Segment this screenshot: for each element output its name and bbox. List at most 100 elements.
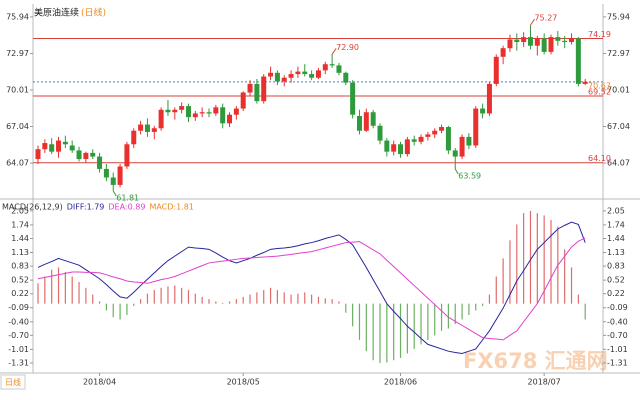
candle-body — [322, 64, 328, 71]
level-label: 74.19 — [588, 30, 611, 39]
y-tick-label-right: 67.04 — [607, 122, 630, 131]
candle-body — [473, 108, 479, 146]
candle-body — [83, 152, 89, 160]
candle-body — [35, 149, 41, 160]
candle-body — [199, 112, 205, 114]
candle-body — [500, 48, 506, 57]
high-marker — [331, 48, 337, 55]
candle-body — [151, 128, 157, 132]
candle-body — [432, 130, 438, 135]
candle-body — [227, 114, 233, 124]
candle-body — [575, 38, 581, 84]
y-tick-label-right: 72.97 — [607, 49, 630, 58]
candle-body — [343, 72, 349, 83]
y-tick-label: 1.44 — [11, 234, 29, 243]
y-tick-label: 72.97 — [6, 49, 29, 58]
candle-body — [117, 166, 123, 185]
y-tick-label-right: 1.74 — [607, 220, 625, 229]
legend-entry: DEA:0.89 — [108, 203, 145, 212]
watermark: FX678 汇通网 — [463, 349, 608, 373]
candle-body — [124, 144, 130, 167]
y-tick-label: 70.01 — [6, 85, 29, 94]
candle-body — [309, 74, 315, 78]
y-tick-label-right: 0.22 — [607, 289, 625, 298]
high-label: 72.90 — [336, 43, 359, 52]
candle-body — [418, 136, 424, 142]
y-tick-label-right: 2.05 — [607, 206, 625, 215]
candle-body — [329, 64, 335, 66]
candle-body — [541, 38, 547, 52]
candle-body — [295, 71, 301, 75]
candle-body — [131, 130, 137, 145]
chart-title: 美原油连续 — [34, 7, 79, 19]
y-tick-label-right: -0.70 — [607, 331, 628, 340]
period-button-label[interactable]: 日线 — [5, 377, 21, 387]
candle-body — [350, 82, 356, 115]
candle-body — [165, 109, 171, 113]
candle-body — [62, 141, 68, 145]
candle-body — [363, 112, 369, 131]
candle-body — [90, 152, 96, 157]
candle-body — [76, 150, 82, 160]
y-tick-label-right: 0.83 — [607, 262, 625, 271]
candle-body — [103, 168, 109, 178]
y-tick-label-right: -0.40 — [607, 317, 628, 326]
candle-body — [69, 145, 75, 151]
candle-body — [445, 127, 451, 151]
candle-body — [336, 65, 342, 73]
y-tick-label-right: 75.94 — [607, 12, 630, 21]
y-tick-label: -0.40 — [8, 317, 29, 326]
y-tick-label: 0.83 — [11, 262, 29, 271]
candle-body — [247, 83, 253, 93]
candle-body — [521, 37, 527, 43]
candle-body — [158, 109, 164, 129]
candle-body — [261, 76, 267, 102]
candle-body — [555, 37, 561, 41]
candle-body — [411, 139, 417, 142]
legend-entry: DIFF:1.79 — [67, 203, 105, 212]
y-tick-label: 67.04 — [6, 122, 29, 131]
candle-body — [240, 92, 246, 109]
candle-body — [254, 83, 260, 102]
y-tick-label: -1.31 — [8, 358, 29, 367]
y-tick-label-right: 1.13 — [607, 248, 625, 257]
candle-body — [268, 72, 274, 77]
candle-body — [398, 144, 404, 155]
y-tick-label-right: 1.44 — [607, 234, 625, 243]
level-label: 69.52 — [588, 87, 611, 96]
candle-body — [233, 108, 239, 115]
candle-body — [384, 140, 390, 152]
period-button[interactable] — [0, 374, 26, 390]
candle-body — [144, 124, 150, 132]
candle-body — [534, 38, 540, 46]
y-tick-label-right: -1.31 — [607, 358, 628, 367]
candle-body — [439, 127, 445, 131]
legend-entry: MACD:1.81 — [149, 203, 194, 212]
y-tick-label: 1.74 — [11, 220, 29, 229]
x-tick-label: 2018/07 — [528, 378, 561, 387]
high-label: 75.27 — [534, 14, 557, 23]
candle-body — [281, 77, 287, 82]
candle-body — [185, 106, 191, 118]
y-tick-label: -0.70 — [8, 331, 29, 340]
y-tick-label-right: 0.52 — [607, 276, 625, 285]
candle-body — [391, 144, 397, 152]
y-tick-label: 0.52 — [11, 276, 29, 285]
y-tick-label: 1.13 — [11, 248, 29, 257]
y-tick-label: 64.07 — [6, 159, 29, 168]
y-tick-label: 0.22 — [11, 289, 29, 298]
indicator-line — [37, 237, 586, 341]
candle-body — [527, 37, 533, 46]
candle-body — [172, 109, 178, 113]
candle-body — [206, 112, 212, 114]
candle-body — [582, 81, 588, 84]
candle-body — [569, 38, 575, 43]
y-tick-label: 75.94 — [6, 12, 29, 21]
candle-body — [138, 124, 144, 131]
candle-body — [452, 150, 458, 157]
candle-body — [459, 136, 465, 157]
candle-body — [377, 125, 383, 141]
candle-body — [514, 39, 520, 43]
